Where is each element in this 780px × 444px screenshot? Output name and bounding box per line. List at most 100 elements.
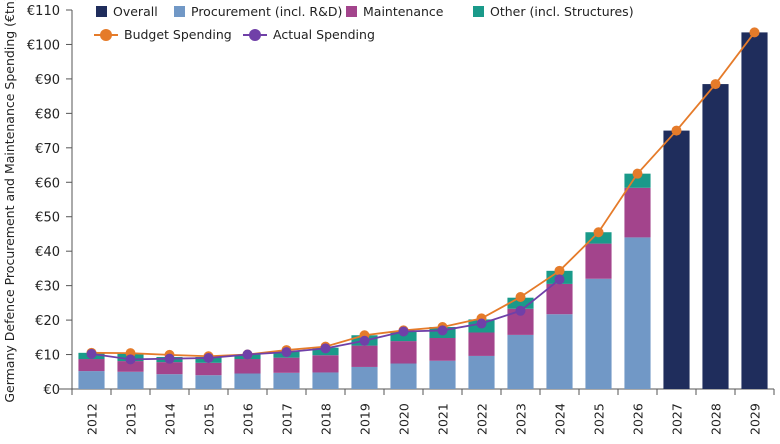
budget-line-marker-icon xyxy=(94,28,118,41)
bar-segment-procurement xyxy=(195,375,222,389)
bar-segment-maintenance xyxy=(117,361,144,372)
maintenance-swatch-icon xyxy=(346,6,357,17)
bar-overall xyxy=(741,32,768,390)
actual-line-marker-icon xyxy=(243,28,267,41)
legend-item-procurement: Procurement (incl. R&D) xyxy=(174,4,342,19)
actual-marker xyxy=(281,347,292,358)
bar-segment-procurement xyxy=(312,372,339,389)
x-tick-label: 2016 xyxy=(241,403,256,435)
y-tick-label: €100 xyxy=(27,38,60,53)
actual-marker xyxy=(125,354,136,365)
y-tick-label: €70 xyxy=(35,142,60,157)
x-tick-label: 2021 xyxy=(436,403,451,435)
bar-segment-maintenance xyxy=(156,362,183,375)
x-tick-label: 2023 xyxy=(514,403,529,435)
bar-segment-maintenance xyxy=(390,341,417,364)
actual-marker xyxy=(320,343,331,354)
budget-marker xyxy=(554,265,565,276)
x-tick-label: 2013 xyxy=(124,403,139,435)
budget-marker xyxy=(671,125,682,136)
bar-segment-maintenance xyxy=(234,359,261,374)
actual-marker xyxy=(86,348,97,359)
legend-label: Budget Spending xyxy=(124,27,232,42)
actual-marker xyxy=(359,335,370,346)
bar-segment-other xyxy=(585,232,612,244)
bar-segment-other xyxy=(507,297,534,309)
budget-marker xyxy=(515,292,526,303)
bar-segment-procurement xyxy=(351,366,378,389)
legend-label: Procurement (incl. R&D) xyxy=(191,4,343,19)
bar-segment-procurement xyxy=(234,373,261,389)
bar-segment-maintenance xyxy=(624,187,651,238)
y-axis-title: Germany Defence Procurement and Maintena… xyxy=(2,0,17,403)
actual-marker xyxy=(515,305,526,316)
legend-item-other: Other (incl. Structures) xyxy=(473,4,634,19)
budget-marker xyxy=(710,79,721,90)
bar-segment-procurement xyxy=(390,363,417,389)
y-tick-label: €80 xyxy=(35,107,60,122)
legend-label: Other (incl. Structures) xyxy=(490,4,634,19)
actual-marker xyxy=(398,326,409,337)
bar-segment-maintenance xyxy=(429,338,456,361)
bar-segment-maintenance xyxy=(78,359,105,372)
y-tick-label: €60 xyxy=(35,176,60,191)
budget-marker xyxy=(593,227,604,238)
bar-segment-maintenance xyxy=(195,362,222,376)
legend-item-overall: Overall xyxy=(96,4,158,19)
overall-swatch-icon xyxy=(96,6,107,17)
legend-item-maintenance: Maintenance xyxy=(346,4,444,19)
bar-overall xyxy=(702,84,729,389)
bar-segment-maintenance xyxy=(351,345,378,367)
y-tick-label: €50 xyxy=(35,211,60,226)
x-tick-label: 2015 xyxy=(202,403,217,435)
x-tick-label: 2012 xyxy=(85,403,100,435)
legend-label: Overall xyxy=(113,4,158,19)
x-tick-label: 2018 xyxy=(319,403,334,435)
bar-segment-maintenance xyxy=(468,332,495,356)
procurement-swatch-icon xyxy=(174,6,185,17)
actual-marker xyxy=(242,349,253,360)
bar-segment-procurement xyxy=(468,355,495,389)
budget-marker xyxy=(749,27,760,38)
bar-segment-maintenance xyxy=(546,283,573,315)
x-tick-label: 2014 xyxy=(163,403,178,435)
bar-segment-procurement xyxy=(546,314,573,389)
bar-segment-maintenance xyxy=(312,355,339,373)
bar-overall xyxy=(663,130,690,389)
x-tick-label: 2026 xyxy=(631,403,646,435)
bar-segment-procurement xyxy=(585,278,612,389)
actual-marker xyxy=(437,325,448,336)
y-tick-label: €10 xyxy=(35,349,60,364)
x-tick-label: 2027 xyxy=(670,403,685,435)
x-tick-label: 2028 xyxy=(709,403,724,435)
x-tick-label: 2029 xyxy=(748,403,763,435)
bar-segment-procurement xyxy=(624,237,651,389)
actual-marker xyxy=(476,318,487,329)
legend-label: Maintenance xyxy=(363,4,444,19)
actual-marker xyxy=(554,274,565,285)
bar-segment-procurement xyxy=(78,371,105,389)
x-tick-label: 2025 xyxy=(592,403,607,435)
x-tick-label: 2017 xyxy=(280,403,295,435)
legend-label: Actual Spending xyxy=(273,27,375,42)
actual-marker xyxy=(203,352,214,363)
x-tick-label: 2020 xyxy=(397,403,412,435)
actual-marker xyxy=(164,353,175,364)
y-tick-label: €90 xyxy=(35,73,60,88)
y-tick-label: €30 xyxy=(35,280,60,295)
budget-spending-line xyxy=(91,31,756,358)
y-tick-label: €0 xyxy=(43,383,60,398)
y-tick-label: €110 xyxy=(27,4,60,19)
legend-item-actual: Actual Spending xyxy=(243,27,375,42)
legend-item-budget: Budget Spending xyxy=(94,27,232,42)
bar-segment-procurement xyxy=(507,334,534,389)
bar-segment-procurement xyxy=(156,374,183,389)
budget-marker xyxy=(632,168,643,179)
x-tick-label: 2022 xyxy=(475,403,490,435)
x-tick-label: 2019 xyxy=(358,403,373,435)
y-tick-label: €40 xyxy=(35,245,60,260)
other-swatch-icon xyxy=(473,6,484,17)
bar-segment-maintenance xyxy=(585,243,612,279)
